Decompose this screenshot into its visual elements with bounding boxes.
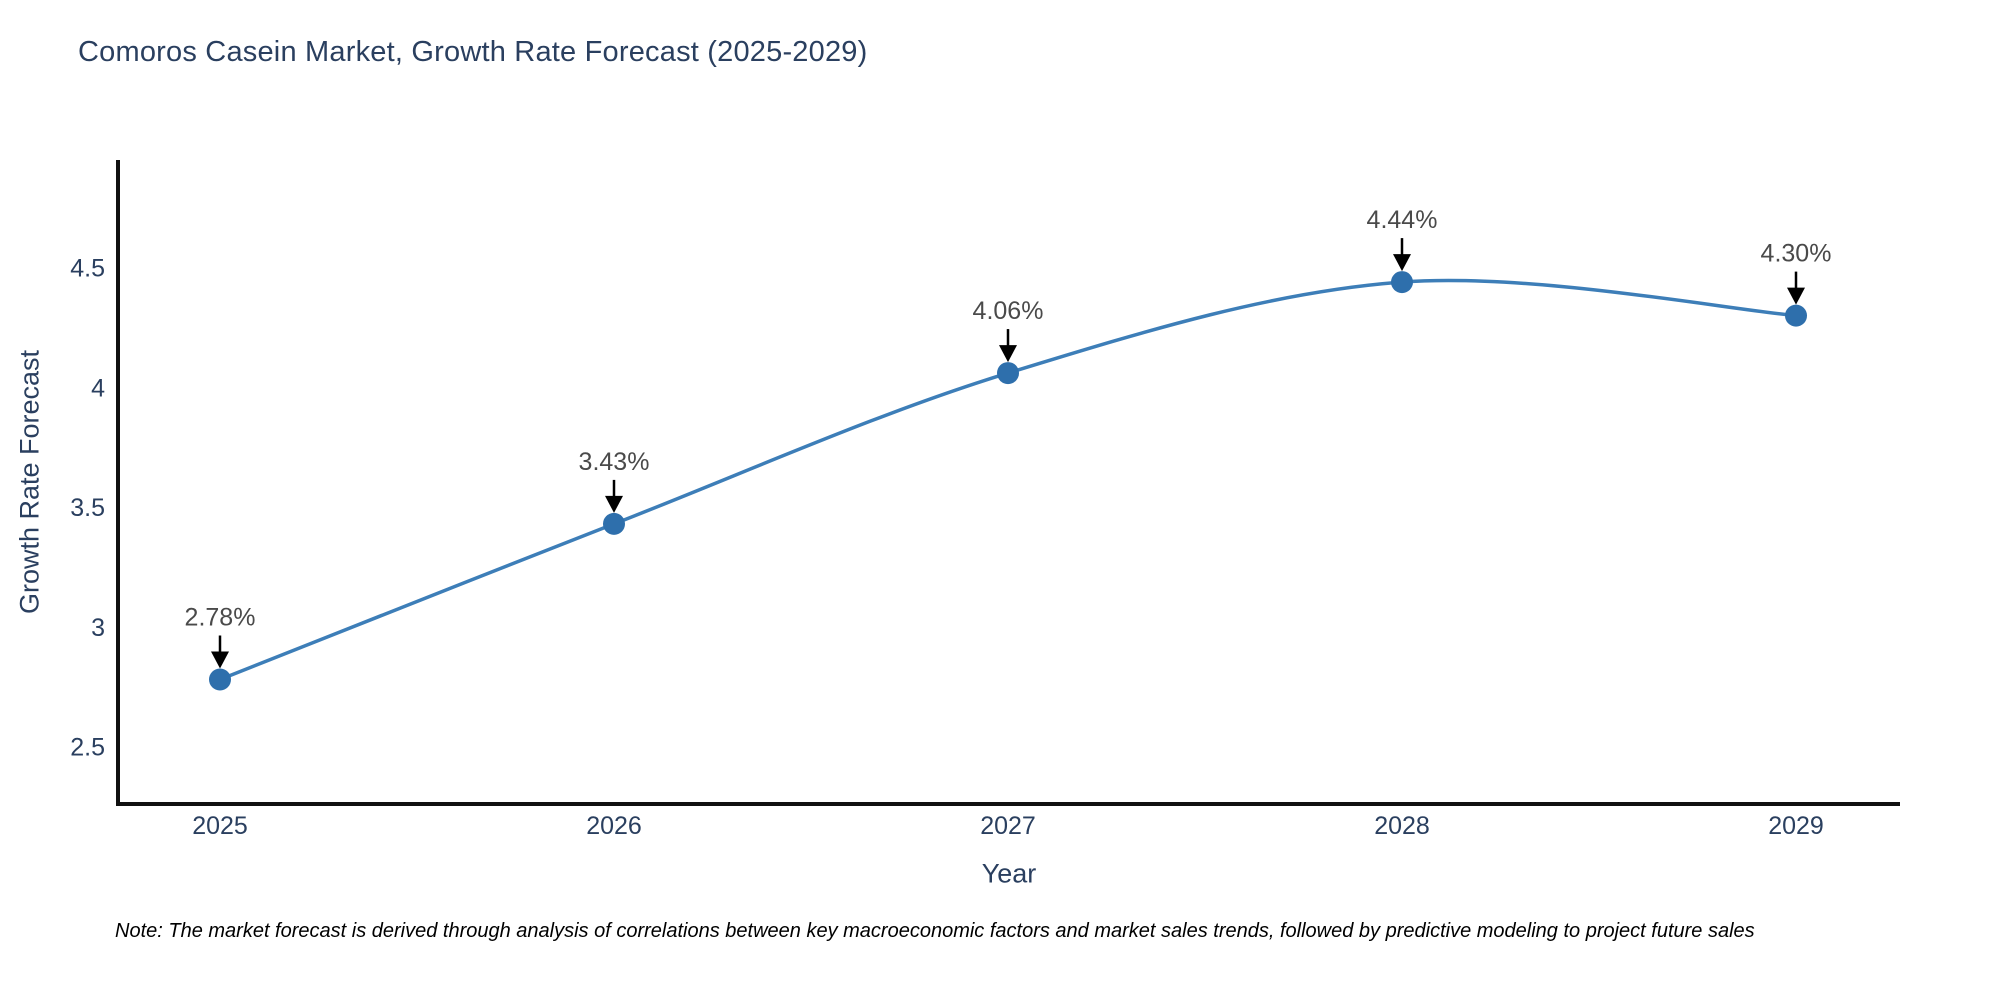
annotation-arrow-head — [605, 495, 623, 513]
y-axis-tick-label: 4 — [91, 374, 105, 402]
annotation-arrow-head — [1787, 287, 1805, 305]
x-axis-title: Year — [981, 858, 1037, 889]
data-point-marker[interactable] — [209, 668, 231, 691]
y-axis-title: Growth Rate Forecast — [14, 349, 45, 615]
annotation-label: 3.43% — [579, 448, 650, 476]
data-point-marker[interactable] — [997, 362, 1019, 385]
annotation-arrow-head — [1393, 254, 1411, 272]
y-axis-tick-label: 3 — [91, 614, 105, 642]
x-axis-tick-label: 2027 — [980, 812, 1036, 840]
annotation-arrow-head — [211, 651, 229, 669]
x-axis-tick-label: 2025 — [192, 812, 248, 840]
annotation-label: 2.78% — [185, 604, 256, 632]
data-point-marker[interactable] — [1391, 271, 1413, 294]
annotation-label: 4.30% — [1761, 240, 1832, 268]
data-point-marker[interactable] — [603, 512, 625, 535]
annotation-label: 4.06% — [973, 297, 1044, 325]
chart-title: Comoros Casein Market, Growth Rate Forec… — [78, 36, 868, 68]
y-axis-tick-label: 4.5 — [70, 255, 105, 283]
x-axis-tick-label: 2029 — [1768, 812, 1824, 840]
annotation-arrow-head — [999, 345, 1017, 363]
data-point-marker[interactable] — [1785, 304, 1807, 327]
footnote: Note: The market forecast is derived thr… — [115, 920, 1755, 942]
annotation-label: 4.44% — [1367, 206, 1438, 234]
x-axis-tick-label: 2026 — [586, 812, 642, 840]
y-axis-tick-label: 2.5 — [70, 734, 105, 762]
x-axis-tick-label: 2028 — [1374, 812, 1430, 840]
y-axis-tick-label: 3.5 — [70, 494, 105, 522]
